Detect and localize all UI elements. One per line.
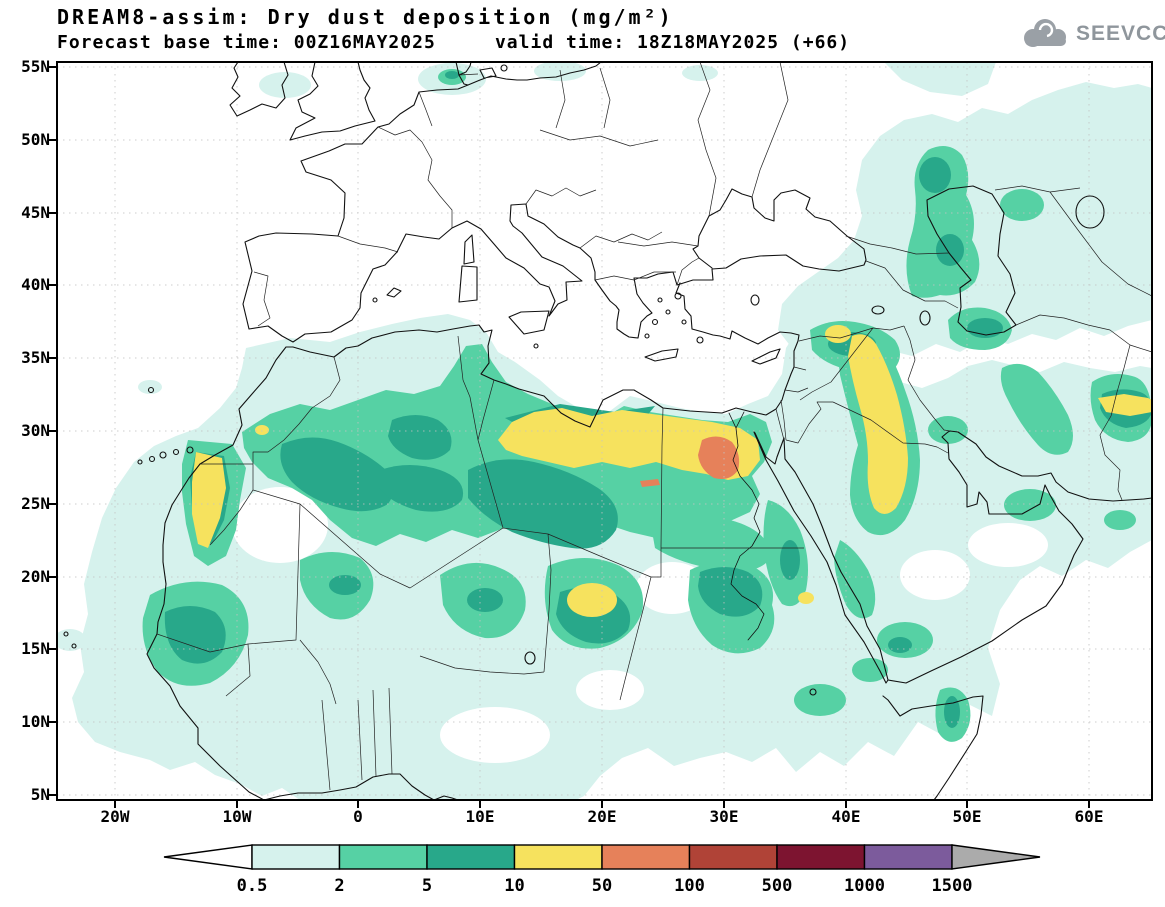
europe-coastline bbox=[242, 62, 867, 343]
color-legend: 0.5 2 5 10 50 100 500 1000 1500 bbox=[163, 844, 1041, 896]
graticule bbox=[57, 62, 1152, 800]
title-block: DREAM8-assim: Dry dust deposition (mg/m²… bbox=[57, 5, 850, 53]
legend-label: 5 bbox=[422, 876, 432, 896]
cyprus bbox=[751, 348, 781, 365]
lat-axis-label: 50N bbox=[21, 130, 50, 149]
horn-of-africa-coastline bbox=[882, 695, 984, 800]
sardinia bbox=[458, 265, 478, 303]
legend-label: 1000 bbox=[844, 876, 885, 896]
legend-label: 0.5 bbox=[237, 876, 268, 896]
country-borders bbox=[156, 62, 1152, 791]
corsica bbox=[463, 234, 475, 265]
lat-axis-label: 15N bbox=[21, 639, 50, 658]
lat-axis-label: 45N bbox=[21, 203, 50, 222]
legend-segment-500-1000 bbox=[776, 844, 866, 870]
lon-axis-label: 10E bbox=[466, 807, 495, 826]
lon-axis-label: 10W bbox=[223, 807, 252, 826]
legend-label: 10 bbox=[504, 876, 524, 896]
lon-axis-label: 40E bbox=[832, 807, 861, 826]
lat-axis-label: 25N bbox=[21, 494, 50, 513]
logo-text: SEEVCCC bbox=[1076, 22, 1165, 45]
page-title: DREAM8-assim: Dry dust deposition (mg/m²… bbox=[57, 5, 674, 29]
seevccc-logo: SEEVCCC bbox=[1018, 16, 1165, 52]
legend-label: 2 bbox=[334, 876, 344, 896]
arabia-gulf-coastline bbox=[887, 430, 1152, 684]
legend-segment-1000-1500 bbox=[863, 844, 953, 870]
lat-axis-label: 35N bbox=[21, 348, 50, 367]
nile-river bbox=[728, 411, 765, 641]
legend-label: 500 bbox=[762, 876, 793, 896]
cloud-icon bbox=[1024, 19, 1066, 47]
lat-axis-label: 20N bbox=[21, 567, 50, 586]
dust-layer-holes bbox=[232, 487, 1048, 763]
lat-axis-label: 55N bbox=[21, 57, 50, 76]
axis-ticks bbox=[49, 66, 1090, 808]
ireland-coastline bbox=[229, 62, 289, 117]
lakes bbox=[524, 195, 1105, 696]
legend-segment-10-50 bbox=[513, 844, 603, 870]
small-islands bbox=[63, 64, 704, 649]
lon-axis-label: 50E bbox=[953, 807, 982, 826]
red-sea-coastline bbox=[753, 431, 889, 684]
sicily bbox=[508, 310, 550, 335]
legend-arrow-above bbox=[951, 844, 1041, 870]
lon-axis-label: 20W bbox=[101, 807, 130, 826]
legend-arrow-below bbox=[163, 844, 253, 870]
legend-segment-0p5-2 bbox=[251, 844, 341, 870]
lat-axis-label: 5N bbox=[31, 785, 50, 804]
legend-label: 100 bbox=[674, 876, 705, 896]
legend-segment-50-100 bbox=[601, 844, 691, 870]
lon-axis-label: 30E bbox=[710, 807, 739, 826]
dust-layer-10-50 bbox=[192, 325, 1152, 617]
africa-coastline bbox=[146, 282, 800, 800]
legend-segment-100-500 bbox=[688, 844, 778, 870]
caspian-sea bbox=[926, 185, 1017, 336]
dust-layer-50-100 bbox=[640, 436, 740, 487]
legend-segment-2-5 bbox=[338, 844, 428, 870]
crete bbox=[644, 348, 679, 362]
lat-axis: 55N 50N 45N 40N 35N 30N 25N 20N 15N 10N … bbox=[21, 57, 50, 804]
lon-axis-label: 0 bbox=[353, 807, 363, 826]
baltic-coastline bbox=[458, 62, 602, 86]
uk-coastline bbox=[289, 62, 376, 141]
legend-segment-5-10 bbox=[426, 844, 516, 870]
legend-label: 50 bbox=[592, 876, 612, 896]
legend-label: 1500 bbox=[932, 876, 973, 896]
page-subtitle: Forecast base time: 00Z16MAY2025 valid t… bbox=[57, 32, 851, 53]
lon-axis: 20W 10W 0 10E 20E 30E 40E 50E 60E bbox=[101, 807, 1104, 826]
lat-axis-label: 10N bbox=[21, 712, 50, 731]
lon-axis-label: 60E bbox=[1075, 807, 1104, 826]
lon-axis-label: 20E bbox=[588, 807, 617, 826]
coastlines bbox=[63, 62, 1152, 800]
lat-axis-label: 40N bbox=[21, 275, 50, 294]
mallorca bbox=[386, 287, 402, 298]
lat-axis-label: 30N bbox=[21, 421, 50, 440]
